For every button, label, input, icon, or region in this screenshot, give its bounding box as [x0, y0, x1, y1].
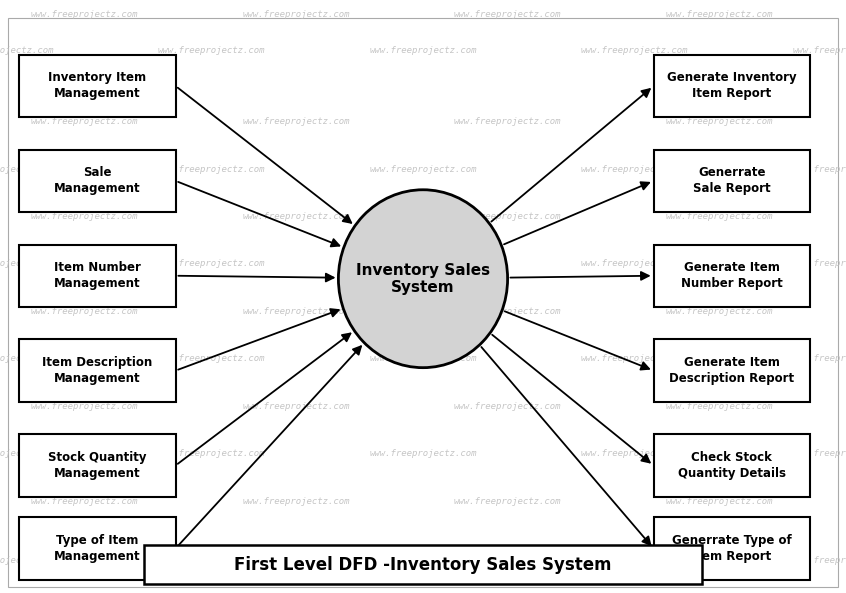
Text: www.freeprojectz.com: www.freeprojectz.com [369, 354, 477, 364]
Text: www.freeprojectz.com: www.freeprojectz.com [369, 259, 477, 269]
Text: www.freeprojectz.com: www.freeprojectz.com [580, 354, 689, 364]
Text: www.freeprojectz.com: www.freeprojectz.com [580, 259, 689, 269]
Text: www.freeprojectz.com: www.freeprojectz.com [242, 117, 350, 126]
Text: www.freeprojectz.com: www.freeprojectz.com [242, 212, 350, 221]
Text: www.freeprojectz.com: www.freeprojectz.com [792, 556, 846, 565]
Text: Type of Item
Management: Type of Item Management [54, 534, 140, 563]
Text: www.freeprojectz.com: www.freeprojectz.com [0, 164, 54, 174]
Text: www.freeprojectz.com: www.freeprojectz.com [453, 212, 562, 221]
Text: www.freeprojectz.com: www.freeprojectz.com [580, 556, 689, 565]
Text: www.freeprojectz.com: www.freeprojectz.com [157, 354, 266, 364]
Text: www.freeprojectz.com: www.freeprojectz.com [453, 496, 562, 506]
Text: www.freeprojectz.com: www.freeprojectz.com [0, 259, 54, 269]
Text: Generate Item
Description Report: Generate Item Description Report [669, 356, 794, 385]
Text: Generate Item
Number Report: Generate Item Number Report [681, 262, 783, 290]
Text: www.freeprojectz.com: www.freeprojectz.com [242, 10, 350, 20]
Text: Generrate Type of
Item Report: Generrate Type of Item Report [672, 534, 792, 563]
Text: www.freeprojectz.com: www.freeprojectz.com [665, 496, 773, 506]
Text: www.freeprojectz.com: www.freeprojectz.com [665, 307, 773, 316]
Text: www.freeprojectz.com: www.freeprojectz.com [0, 556, 54, 565]
Text: www.freeprojectz.com: www.freeprojectz.com [0, 354, 54, 364]
Text: www.freeprojectz.com: www.freeprojectz.com [242, 496, 350, 506]
Text: www.freeprojectz.com: www.freeprojectz.com [580, 46, 689, 55]
Text: www.freeprojectz.com: www.freeprojectz.com [792, 46, 846, 55]
Text: www.freeprojectz.com: www.freeprojectz.com [665, 117, 773, 126]
Text: Stock Quantity
Management: Stock Quantity Management [48, 451, 146, 480]
Text: www.freeprojectz.com: www.freeprojectz.com [369, 449, 477, 458]
Text: Inventory Item
Management: Inventory Item Management [48, 72, 146, 100]
Text: Sale
Management: Sale Management [54, 167, 140, 195]
Text: First Level DFD -Inventory Sales System: First Level DFD -Inventory Sales System [234, 556, 612, 573]
FancyBboxPatch shape [144, 546, 702, 584]
FancyBboxPatch shape [653, 517, 810, 580]
Text: www.freeprojectz.com: www.freeprojectz.com [157, 556, 266, 565]
FancyBboxPatch shape [19, 150, 176, 212]
Text: www.freeprojectz.com: www.freeprojectz.com [369, 46, 477, 55]
Text: www.freeprojectz.com: www.freeprojectz.com [157, 449, 266, 458]
Text: www.freeprojectz.com: www.freeprojectz.com [453, 10, 562, 20]
Text: www.freeprojectz.com: www.freeprojectz.com [30, 496, 139, 506]
FancyBboxPatch shape [19, 55, 176, 117]
Text: Item Description
Management: Item Description Management [42, 356, 152, 385]
Text: www.freeprojectz.com: www.freeprojectz.com [580, 449, 689, 458]
FancyBboxPatch shape [19, 434, 176, 497]
FancyBboxPatch shape [19, 339, 176, 402]
Text: www.freeprojectz.com: www.freeprojectz.com [665, 401, 773, 411]
FancyBboxPatch shape [653, 434, 810, 497]
Text: www.freeprojectz.com: www.freeprojectz.com [30, 401, 139, 411]
Text: www.freeprojectz.com: www.freeprojectz.com [242, 307, 350, 316]
Text: www.freeprojectz.com: www.freeprojectz.com [157, 46, 266, 55]
Text: www.freeprojectz.com: www.freeprojectz.com [242, 401, 350, 411]
Text: Check Stock
Quantity Details: Check Stock Quantity Details [678, 451, 786, 480]
Text: Generate Inventory
Item Report: Generate Inventory Item Report [667, 72, 797, 100]
FancyBboxPatch shape [653, 150, 810, 212]
Text: www.freeprojectz.com: www.freeprojectz.com [792, 354, 846, 364]
Text: www.freeprojectz.com: www.freeprojectz.com [792, 259, 846, 269]
FancyBboxPatch shape [653, 245, 810, 307]
Text: www.freeprojectz.com: www.freeprojectz.com [453, 401, 562, 411]
Text: Inventory Sales
System: Inventory Sales System [356, 263, 490, 295]
FancyBboxPatch shape [19, 517, 176, 580]
Text: Generrate
Sale Report: Generrate Sale Report [693, 167, 771, 195]
Text: www.freeprojectz.com: www.freeprojectz.com [792, 164, 846, 174]
Ellipse shape [338, 190, 508, 368]
Text: www.freeprojectz.com: www.freeprojectz.com [30, 212, 139, 221]
Text: Item Number
Management: Item Number Management [54, 262, 140, 290]
Text: www.freeprojectz.com: www.freeprojectz.com [453, 117, 562, 126]
Text: www.freeprojectz.com: www.freeprojectz.com [580, 164, 689, 174]
Text: www.freeprojectz.com: www.freeprojectz.com [157, 164, 266, 174]
Text: www.freeprojectz.com: www.freeprojectz.com [0, 449, 54, 458]
Text: www.freeprojectz.com: www.freeprojectz.com [157, 259, 266, 269]
Text: www.freeprojectz.com: www.freeprojectz.com [453, 307, 562, 316]
Text: www.freeprojectz.com: www.freeprojectz.com [665, 212, 773, 221]
Text: www.freeprojectz.com: www.freeprojectz.com [30, 117, 139, 126]
Text: www.freeprojectz.com: www.freeprojectz.com [369, 164, 477, 174]
Text: www.freeprojectz.com: www.freeprojectz.com [369, 556, 477, 565]
Text: www.freeprojectz.com: www.freeprojectz.com [30, 10, 139, 20]
FancyBboxPatch shape [653, 339, 810, 402]
Text: www.freeprojectz.com: www.freeprojectz.com [792, 449, 846, 458]
Text: www.freeprojectz.com: www.freeprojectz.com [0, 46, 54, 55]
Text: www.freeprojectz.com: www.freeprojectz.com [30, 307, 139, 316]
Text: www.freeprojectz.com: www.freeprojectz.com [665, 10, 773, 20]
FancyBboxPatch shape [653, 55, 810, 117]
FancyBboxPatch shape [19, 245, 176, 307]
